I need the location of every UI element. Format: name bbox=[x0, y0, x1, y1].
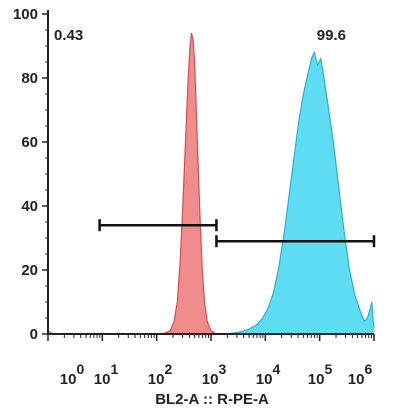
x-tick-label-1: 101 bbox=[94, 361, 119, 388]
y-tick-label-3: 60 bbox=[21, 134, 38, 151]
gate-layer: 0.43 99.6 bbox=[54, 27, 376, 248]
series-layer bbox=[47, 33, 375, 335]
y-tick-label-1: 20 bbox=[21, 262, 38, 279]
y-tick-label-4: 80 bbox=[21, 70, 38, 87]
gate-label-1: 99.6 bbox=[317, 27, 346, 44]
x-tick-label-0: 100 bbox=[60, 361, 85, 388]
histogram-outline-0 bbox=[102, 33, 217, 335]
y-tick-label-2: 40 bbox=[21, 198, 38, 215]
y-tick-label-5: 100 bbox=[13, 6, 38, 23]
histogram-fill-1 bbox=[48, 52, 374, 335]
x-tick-label-4: 104 bbox=[256, 361, 281, 388]
histogram-outline-1 bbox=[47, 50, 375, 335]
y-tick-label-0: 0 bbox=[30, 326, 38, 343]
x-tick-label-3: 103 bbox=[202, 361, 227, 388]
histogram-fill-0 bbox=[102, 33, 217, 334]
x-tick-label-5: 105 bbox=[308, 361, 333, 388]
x-tick-label-2: 102 bbox=[148, 361, 173, 388]
gate-label-0: 0.43 bbox=[54, 27, 83, 44]
x-axis-title: BL2-A :: R-PE-A bbox=[155, 391, 269, 408]
axis-layer: 0 20 40 60 80 100 100 101 102 103 104 105 106 bbox=[13, 6, 375, 388]
x-tick-label-6: 106 bbox=[348, 361, 373, 388]
